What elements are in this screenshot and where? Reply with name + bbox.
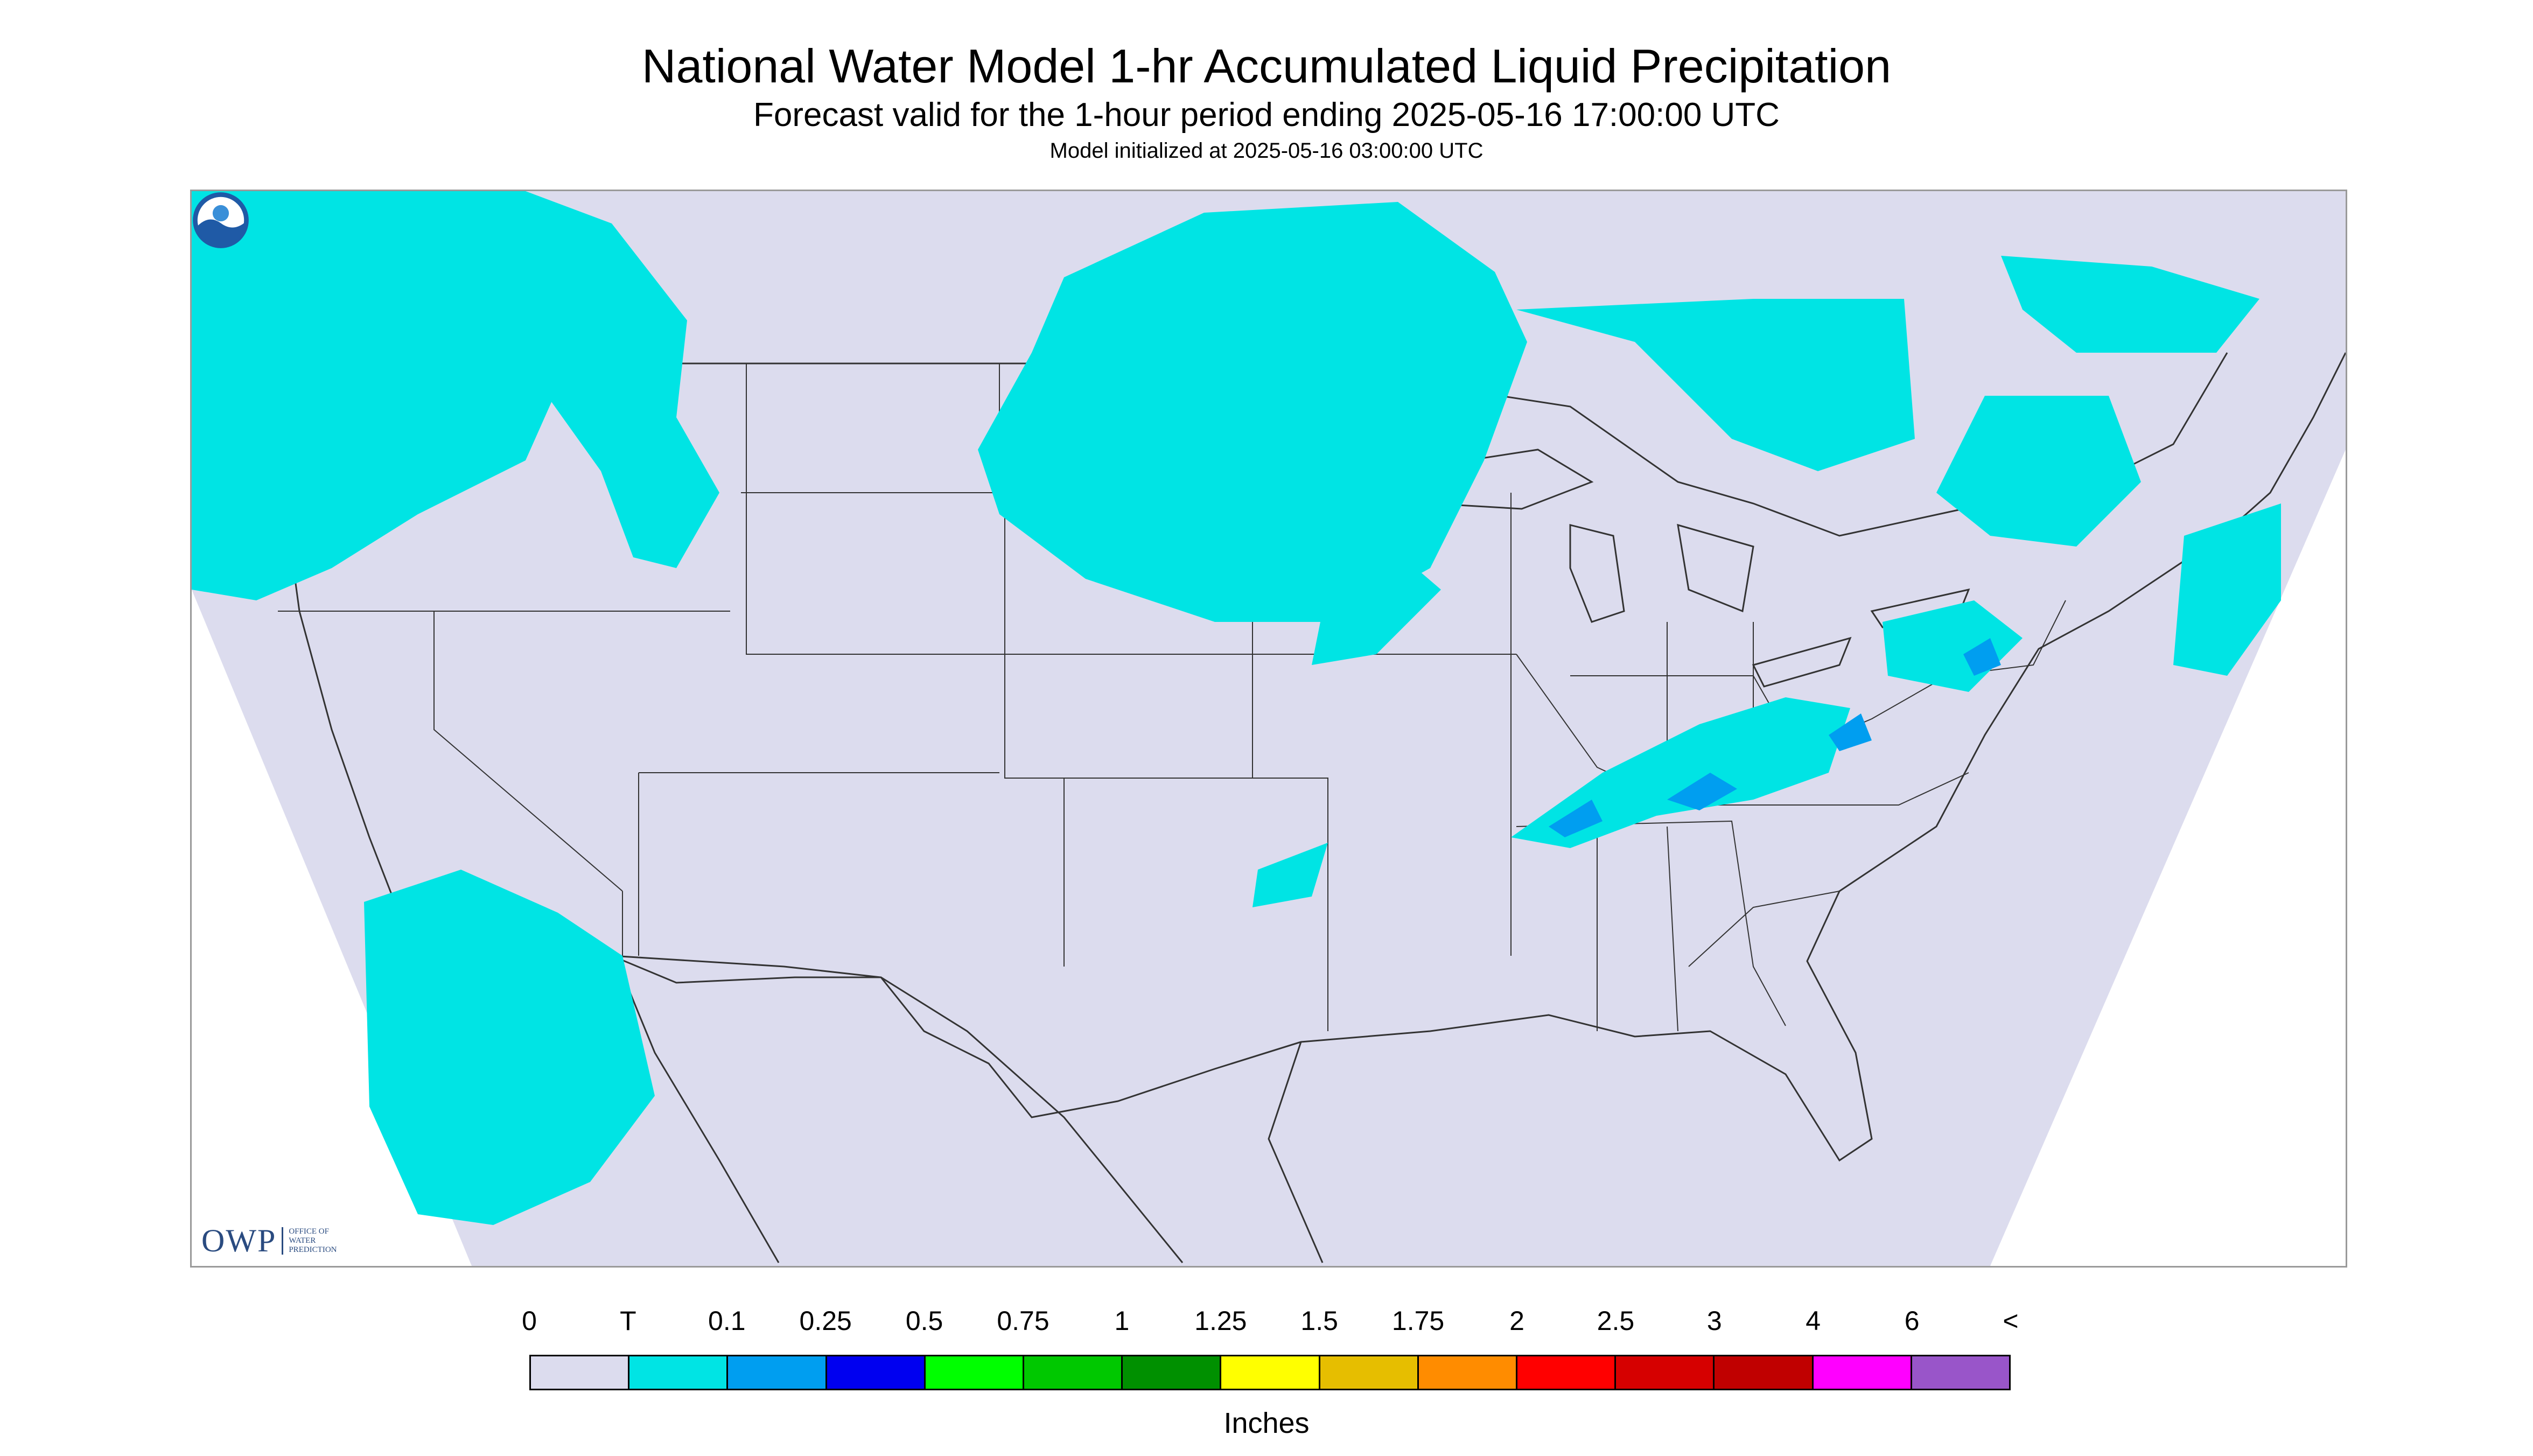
legend-swatch — [1517, 1356, 1617, 1389]
map-title: National Water Model 1-hr Accumulated Li… — [641, 39, 1892, 93]
owp-logo-subtext: OFFICE OF WATER PREDICTION — [282, 1227, 337, 1255]
legend-tick-label: < — [2003, 1306, 2019, 1336]
legend-swatch — [728, 1356, 827, 1389]
legend-tick-label: 2 — [1509, 1306, 1524, 1336]
legend-swatch — [1123, 1356, 1222, 1389]
owp-logo: OWP OFFICE OF WATER PREDICTION — [201, 1221, 337, 1261]
legend-swatch — [629, 1356, 729, 1389]
legend-tick-label: 1.75 — [1391, 1306, 1445, 1336]
legend-swatch — [1320, 1356, 1419, 1389]
map-canvas — [192, 191, 2346, 1266]
legend-swatch — [1418, 1356, 1518, 1389]
legend-tick-label: 0 — [522, 1306, 537, 1336]
owp-logo-letters: OWP — [201, 1222, 277, 1258]
legend-swatch — [1912, 1356, 2010, 1389]
legend-swatch — [531, 1356, 630, 1389]
legend-tick-label: 4 — [1806, 1306, 1821, 1336]
legend-swatch — [1221, 1356, 1320, 1389]
legend-tick-label: 0.1 — [708, 1306, 746, 1336]
legend-swatch — [925, 1356, 1025, 1389]
precipitation-map[interactable]: OWP OFFICE OF WATER PREDICTION — [190, 190, 2347, 1268]
legend-swatch — [1813, 1356, 1912, 1389]
model-init-text: Model initialized at 2025-05-16 03:00:00… — [1049, 139, 1484, 163]
legend-tick-label: 6 — [1904, 1306, 1920, 1336]
legend-tick-label: 2.5 — [1597, 1306, 1635, 1336]
forecast-valid-subtitle: Forecast valid for the 1-hour period end… — [753, 96, 1780, 134]
mexico-border — [611, 955, 1184, 1263]
legend-swatch — [1715, 1356, 1814, 1389]
legend-swatch — [1616, 1356, 1715, 1389]
color-scale-bar — [529, 1355, 2011, 1390]
legend-tick-label: 0.75 — [997, 1306, 1049, 1336]
legend-tick-label: 0.5 — [905, 1306, 943, 1336]
legend-tick-label: 1.5 — [1300, 1306, 1338, 1336]
precip-trace-areas — [192, 191, 2281, 1225]
legend-swatch — [1024, 1356, 1123, 1389]
noaa-logo-icon — [193, 192, 249, 248]
legend-tick-label: 0.25 — [799, 1306, 852, 1336]
legend-tick-label: 1 — [1114, 1306, 1130, 1336]
legend-tick-label: 3 — [1706, 1306, 1722, 1336]
precip-light-areas — [1549, 638, 2001, 837]
legend-units: Inches — [1223, 1407, 1310, 1439]
mexico-coast — [616, 961, 1324, 1263]
legend-tick-label: T — [620, 1306, 636, 1336]
legend-swatch — [827, 1356, 926, 1389]
legend-tick-label: 1.25 — [1194, 1306, 1247, 1336]
